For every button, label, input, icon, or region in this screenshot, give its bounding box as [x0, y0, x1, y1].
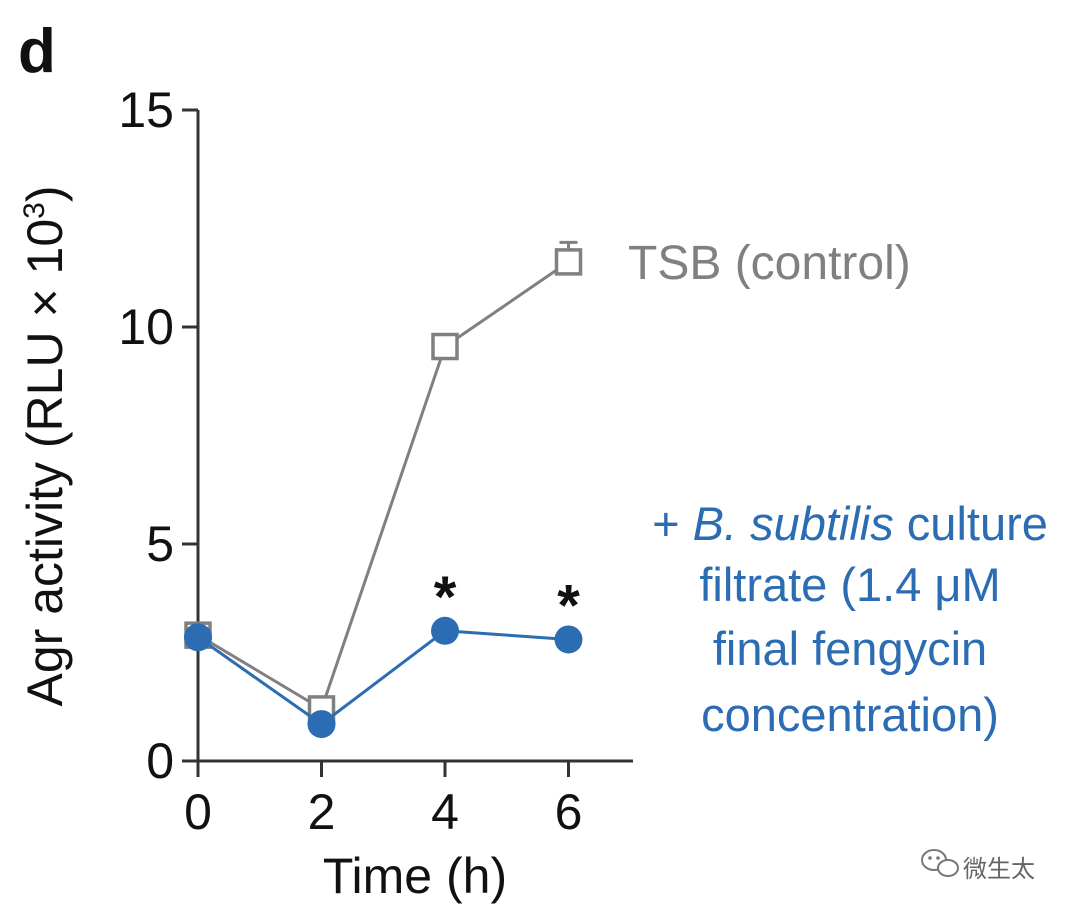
y-axis-title: Agr activity (RLU × 103): [17, 185, 73, 706]
y-axis-label-close: ): [17, 185, 73, 202]
data-point-control: [431, 332, 459, 361]
y-tick-label: 10: [118, 299, 174, 355]
x-tick-label: 0: [184, 784, 212, 840]
annotation-layer: * *: [434, 565, 581, 639]
y-axis-label-main: Agr activity (RLU × 10: [17, 219, 73, 707]
legend-control: TSB (control): [628, 237, 911, 290]
series-line-treatment: [197, 629, 569, 726]
x-axis-title: Time (h): [323, 848, 507, 904]
y-tick-label: 5: [146, 516, 174, 572]
y-ticks: 0 5 10 15: [118, 82, 198, 789]
series-layer: [184, 240, 583, 739]
data-point-treatment: [307, 710, 336, 739]
legend-treatment-line: concentration): [701, 688, 999, 741]
x-ticks: 0 2 4 6: [184, 761, 582, 840]
x-tick-label: 4: [431, 784, 459, 840]
y-tick-label: 15: [118, 82, 174, 138]
wechat-icon: [921, 849, 959, 877]
watermark-text: 微生太: [963, 856, 1035, 883]
data-point-treatment: [431, 616, 459, 645]
x-tick-label: 6: [555, 784, 583, 840]
significance-marker: *: [557, 573, 580, 638]
y-axis-label-exponent: 3: [18, 202, 51, 219]
panel-label: d: [18, 17, 56, 86]
watermark: 微生太: [921, 849, 1035, 883]
series-treatment: [184, 616, 583, 739]
legend-treatment-line: filtrate (1.4 μM: [699, 558, 1000, 611]
significance-marker: *: [434, 565, 457, 630]
y-axis-label: Agr activity (RLU × 103): [17, 185, 73, 706]
axes: [196, 110, 633, 763]
legend-prefix: +: [652, 497, 693, 550]
series-line-control: [197, 260, 570, 712]
legend-treatment-line: + B. subtilis culture: [652, 497, 1048, 550]
legend-suffix: culture: [894, 497, 1048, 550]
legend-treatment-line: final fengycin: [713, 622, 987, 675]
series-control: [184, 240, 583, 723]
legend-treatment: + B. subtilis culture filtrate (1.4 μM fin…: [652, 497, 1048, 741]
data-point-treatment: [554, 625, 583, 654]
y-tick-label: 0: [146, 733, 174, 789]
legend-species: B. subtilis: [693, 497, 894, 550]
data-point-control: [554, 248, 583, 276]
x-tick-label: 2: [308, 784, 336, 840]
data-point-treatment: [184, 623, 212, 652]
